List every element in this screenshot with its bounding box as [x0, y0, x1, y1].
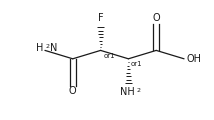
Text: F: F: [98, 13, 103, 23]
Text: 2: 2: [137, 88, 141, 93]
Text: NH: NH: [120, 87, 135, 97]
Text: H: H: [37, 43, 44, 53]
Text: O: O: [152, 13, 160, 23]
Text: OH: OH: [186, 54, 201, 64]
Text: or1: or1: [104, 53, 115, 59]
Text: N: N: [50, 43, 57, 53]
Text: or1: or1: [131, 61, 142, 67]
Text: 2: 2: [45, 44, 49, 49]
Text: O: O: [69, 86, 77, 96]
